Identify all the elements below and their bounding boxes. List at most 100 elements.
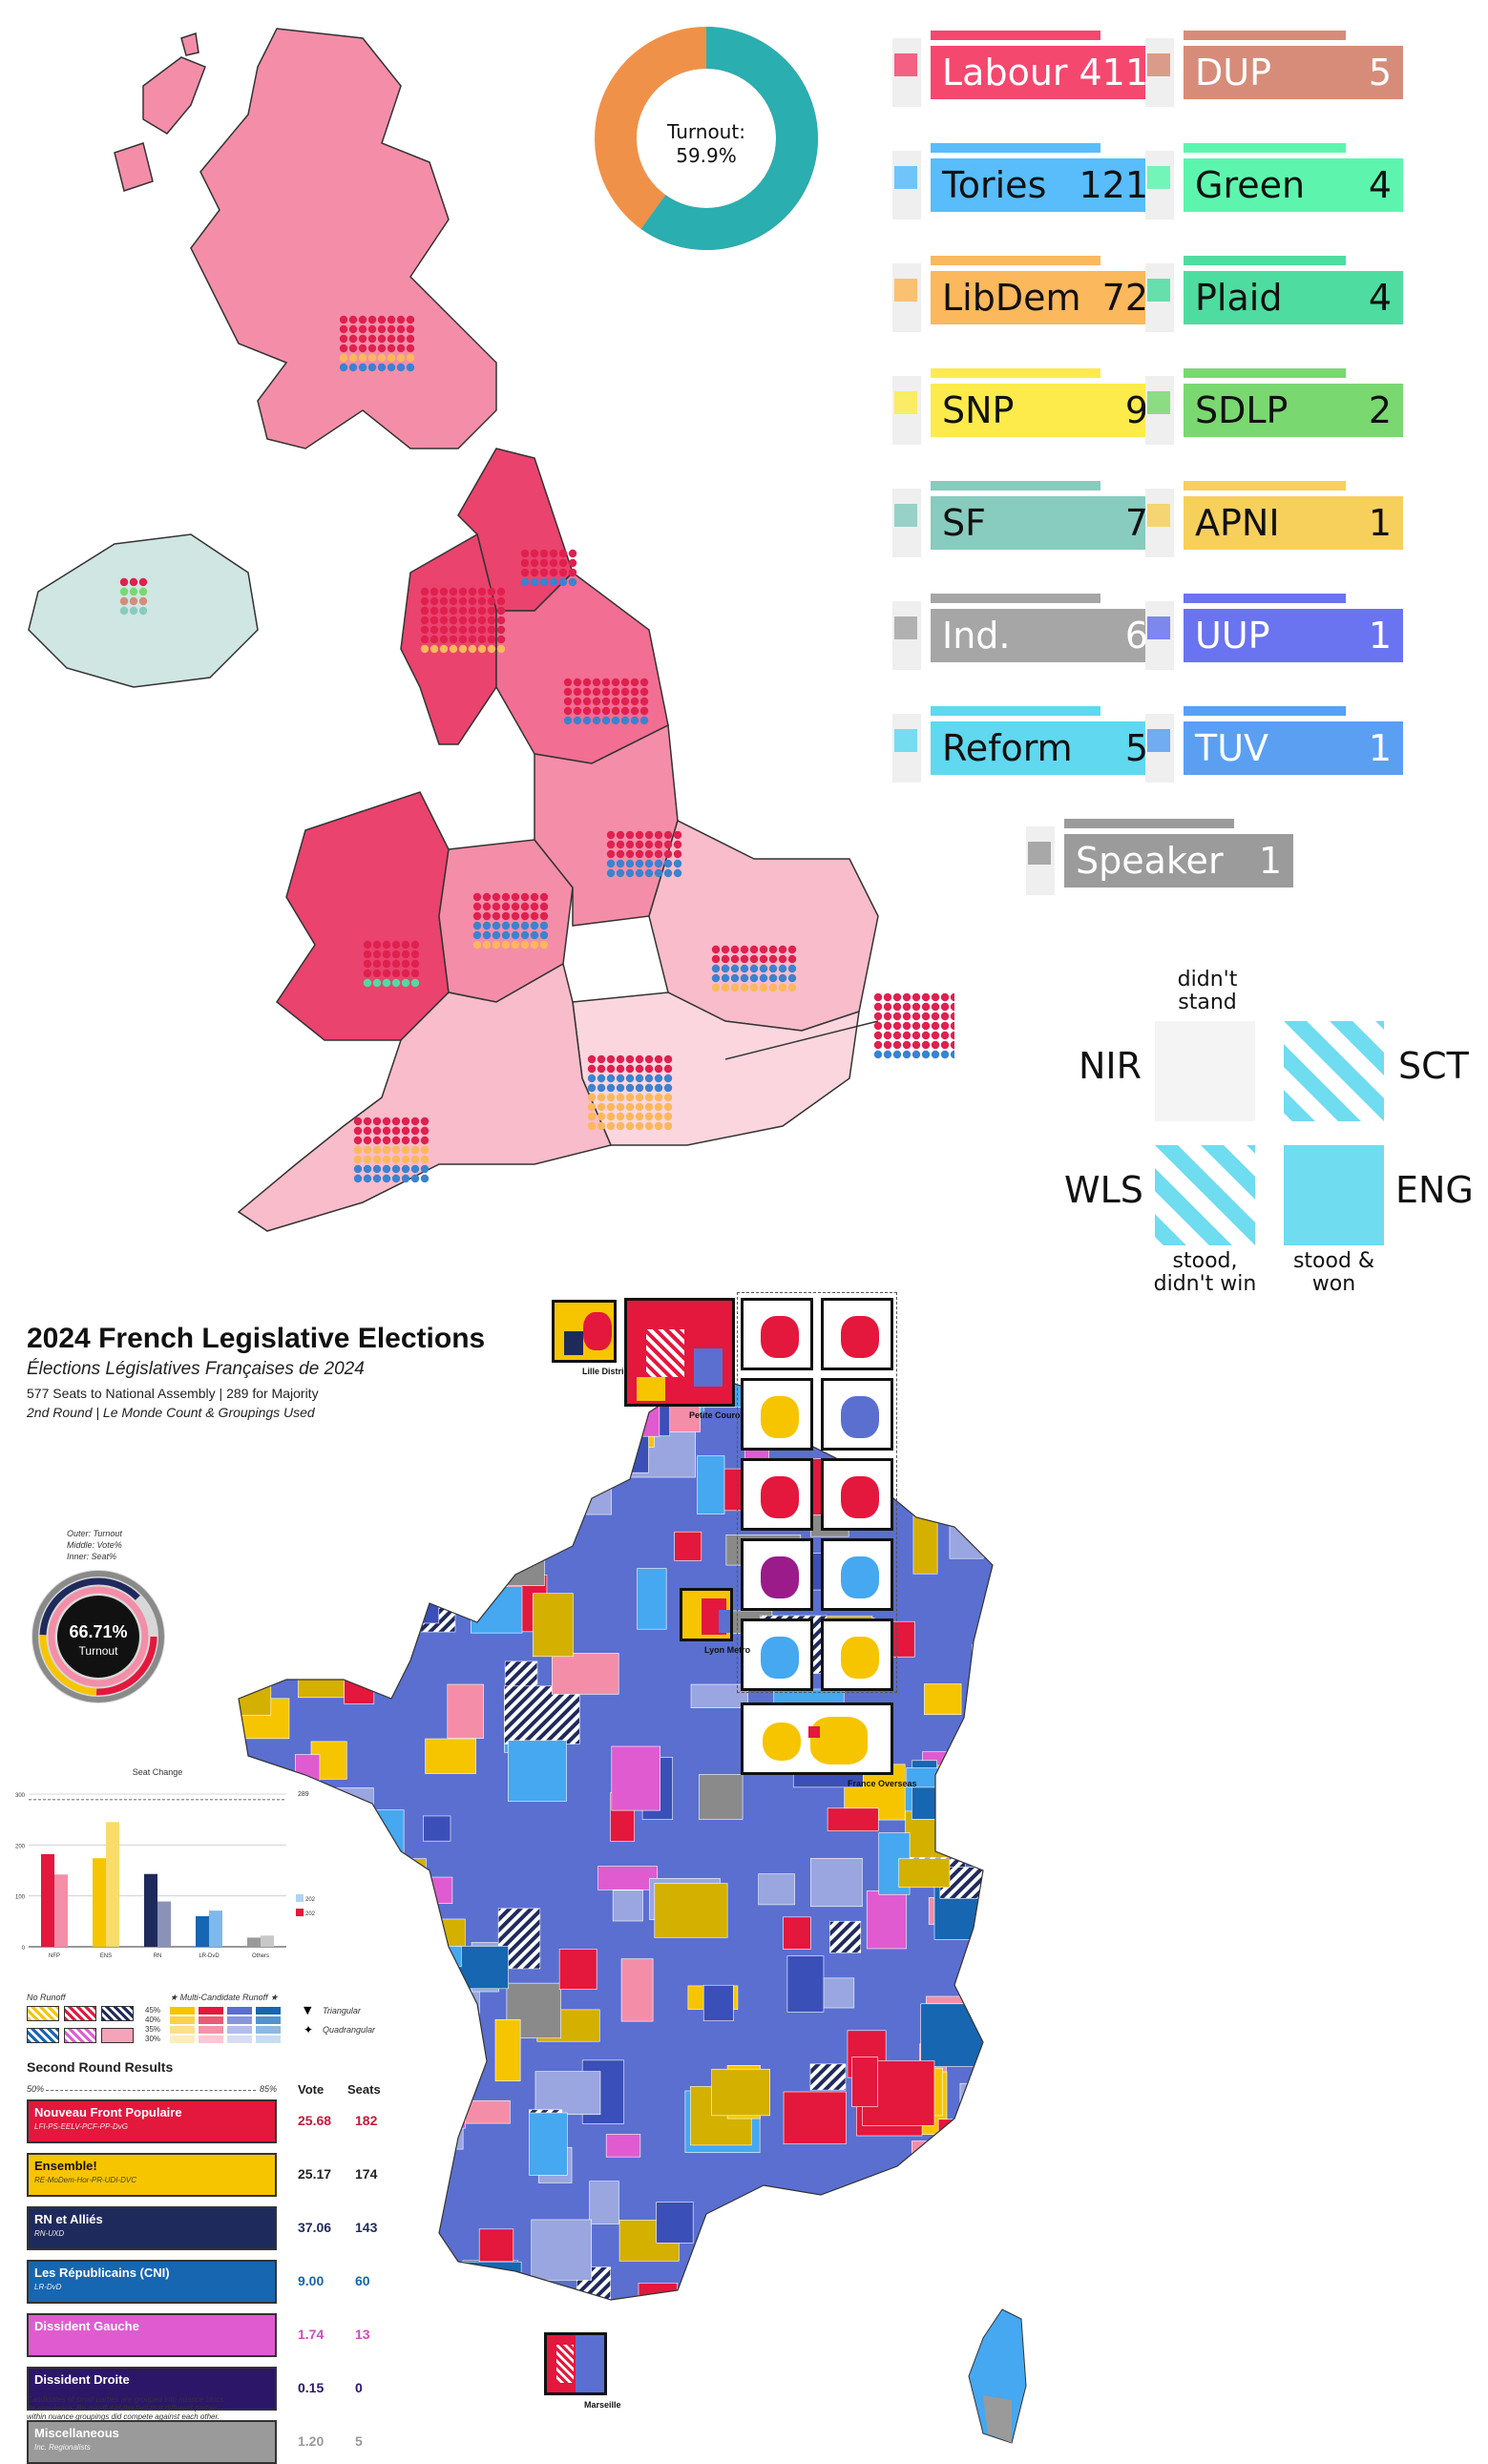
constituency-patch (995, 1950, 1031, 1980)
constituency-patch (783, 2091, 847, 2144)
seat-dot (902, 1031, 912, 1040)
seat-dot (644, 859, 654, 868)
seat-dot (468, 596, 477, 606)
result-party-name: Miscellaneous (34, 2426, 119, 2440)
results-scale-line (46, 2090, 256, 2091)
constituency-patch (423, 1974, 460, 2042)
seat-dot (439, 606, 449, 616)
constituency-patch (441, 2271, 490, 2300)
seat-dot (606, 830, 616, 840)
fr-info-line2: 2nd Round | Le Monde Count & Groupings U… (27, 1405, 315, 1420)
seat-dot (382, 1164, 391, 1174)
seat-dot (363, 978, 372, 988)
seat-dot (616, 1121, 625, 1131)
overseas-inset (821, 1458, 893, 1531)
seat-dot (353, 1136, 363, 1145)
seat-dot (892, 1021, 902, 1031)
seat-dot (597, 1055, 606, 1064)
results-seats-header: Seats (347, 2082, 381, 2097)
seat-dot (635, 1093, 644, 1102)
seat-dot (663, 1083, 673, 1093)
constituency-patch (959, 2082, 993, 2129)
constituency-patch (809, 2063, 847, 2091)
seat-dot (420, 1136, 430, 1145)
seat-dot (582, 706, 592, 716)
seat-dot (477, 596, 487, 606)
seat-dot (592, 678, 601, 687)
seat-dot (353, 1174, 363, 1183)
seat-dot (458, 644, 468, 654)
seat-dot (129, 587, 138, 596)
chart-legend-2024: 2024 (305, 1911, 315, 1917)
region-south-west (237, 962, 613, 1232)
party-seats: 9 (1124, 389, 1148, 431)
seat-dot (401, 940, 410, 950)
seat-dot (391, 1145, 401, 1155)
result-party-name: Les Républicains (CNI) (34, 2266, 170, 2280)
seat-dot (654, 830, 663, 840)
seat-dot (367, 344, 377, 353)
seat-dot (663, 1102, 673, 1112)
constituency-patch (810, 1857, 863, 1908)
constituency-patch (504, 1685, 580, 1744)
seat-dot (606, 859, 616, 868)
constituency-patch (333, 1469, 403, 1528)
party-name: SNP (942, 389, 1015, 431)
seat-dot (477, 625, 487, 635)
seat-dot (472, 940, 482, 950)
seat-dot (468, 635, 477, 644)
chart-majority-label: 289 (298, 1791, 309, 1798)
result-vote: 37.06 (298, 2220, 332, 2235)
seat-dot (382, 969, 391, 978)
seat-dot (778, 945, 787, 954)
seat-dot (931, 1002, 940, 1012)
seat-dot (382, 1117, 391, 1126)
seat-dot (616, 1074, 625, 1083)
seat-dot (382, 950, 391, 959)
seat-dot (420, 1155, 430, 1164)
results-vote-header: Vote (298, 2082, 325, 2097)
overseas-inset (821, 1298, 893, 1370)
runoff-swatch (227, 2036, 252, 2043)
seat-dot (721, 964, 730, 973)
seat-dot (439, 635, 449, 644)
seat-dot (468, 644, 477, 654)
seat-dot (663, 1064, 673, 1074)
constituency-patch (924, 1683, 962, 1715)
seat-dot (530, 558, 539, 568)
seat-dot (635, 1055, 644, 1064)
seat-dot (377, 353, 387, 363)
constituency-patch (674, 1531, 702, 1561)
seat-dot (611, 697, 620, 706)
runoff-swatch (256, 2036, 281, 2043)
chart-title: Seat Change (133, 1767, 183, 1777)
seat-dot (501, 911, 511, 921)
card-top-bar (931, 256, 1100, 265)
seat-dot (625, 1083, 635, 1093)
seat-dot (511, 930, 520, 940)
seat-dot (606, 840, 616, 849)
seat-dot (449, 625, 458, 635)
seat-dot (391, 969, 401, 978)
seat-dot (592, 706, 601, 716)
seat-dot (940, 1050, 950, 1059)
constituency-patch (302, 1482, 328, 1538)
seat-dot (358, 334, 367, 344)
result-vote: 25.17 (298, 2166, 332, 2182)
seat-dot (339, 324, 348, 334)
card-top-bar (1184, 368, 1347, 378)
seat-dot (940, 1040, 950, 1050)
party-seats: 5 (1124, 727, 1148, 769)
seat-dot (635, 1102, 644, 1112)
seat-dot (625, 1102, 635, 1112)
constituency-patch (654, 1883, 728, 1938)
constituency-patch (290, 1930, 359, 1996)
seat-dot (377, 334, 387, 344)
seat-dot (749, 973, 759, 983)
seat-dot (391, 978, 401, 988)
result-seats: 13 (355, 2327, 370, 2342)
seat-dot (663, 849, 673, 859)
runoff-swatch (227, 2026, 252, 2034)
seat-dot (597, 1083, 606, 1093)
constituency-patch (321, 1535, 363, 1559)
